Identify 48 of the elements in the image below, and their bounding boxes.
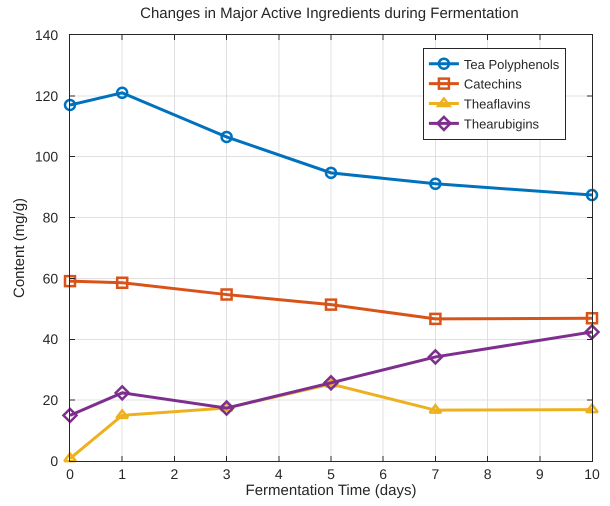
point bbox=[62, 408, 78, 424]
x-tick-label: 9 bbox=[536, 466, 544, 482]
point bbox=[324, 298, 338, 311]
y-tick-label: 40 bbox=[42, 331, 58, 348]
y-tick-label: 80 bbox=[42, 209, 58, 226]
point bbox=[428, 404, 442, 414]
point bbox=[429, 312, 442, 326]
y-tick-label: 140 bbox=[34, 26, 58, 43]
x-axis-title: Fermentation Time (days) bbox=[246, 482, 416, 499]
y-tick-label: 0 bbox=[50, 452, 58, 469]
legend-label: Catechins bbox=[464, 76, 522, 92]
x-tick-label: 0 bbox=[66, 466, 74, 482]
point bbox=[429, 178, 442, 190]
legend-label: Theaflavins bbox=[464, 96, 531, 112]
point bbox=[218, 400, 234, 416]
chart-title: Changes in Major Active Ingredients during Fermentation bbox=[140, 5, 519, 22]
point bbox=[324, 166, 338, 180]
y-axis-title: Content (mg/g) bbox=[11, 198, 28, 298]
x-tick-label: 6 bbox=[379, 466, 388, 482]
point bbox=[586, 188, 598, 202]
y-tick-label: 60 bbox=[42, 270, 58, 286]
x-tick-label: 4 bbox=[274, 466, 283, 482]
x-tick-label: 10 bbox=[584, 466, 600, 482]
point bbox=[116, 276, 128, 289]
x-tick-label: 7 bbox=[432, 466, 440, 482]
y-tick-label: 100 bbox=[34, 148, 58, 165]
point bbox=[62, 452, 78, 462]
x-tick-label: 8 bbox=[484, 466, 492, 482]
point bbox=[584, 403, 600, 414]
x-tick-label: 2 bbox=[170, 466, 178, 482]
x-tick-label: 3 bbox=[222, 466, 231, 482]
point bbox=[64, 274, 76, 288]
point bbox=[428, 349, 444, 365]
legend-label: Thearubigins bbox=[464, 116, 540, 132]
point bbox=[220, 288, 233, 301]
point bbox=[64, 98, 76, 112]
point bbox=[584, 324, 600, 340]
y-tick-label: 20 bbox=[42, 392, 58, 408]
x-tick-label: 5 bbox=[327, 466, 336, 482]
point bbox=[323, 375, 339, 391]
point bbox=[116, 86, 128, 100]
x-tick-label: 1 bbox=[118, 466, 126, 482]
legend-label: Tea Polyphenols bbox=[464, 56, 560, 72]
point bbox=[115, 409, 130, 420]
y-tick-label: 120 bbox=[34, 88, 58, 104]
point bbox=[586, 312, 598, 325]
point bbox=[220, 130, 233, 144]
point bbox=[114, 385, 130, 401]
